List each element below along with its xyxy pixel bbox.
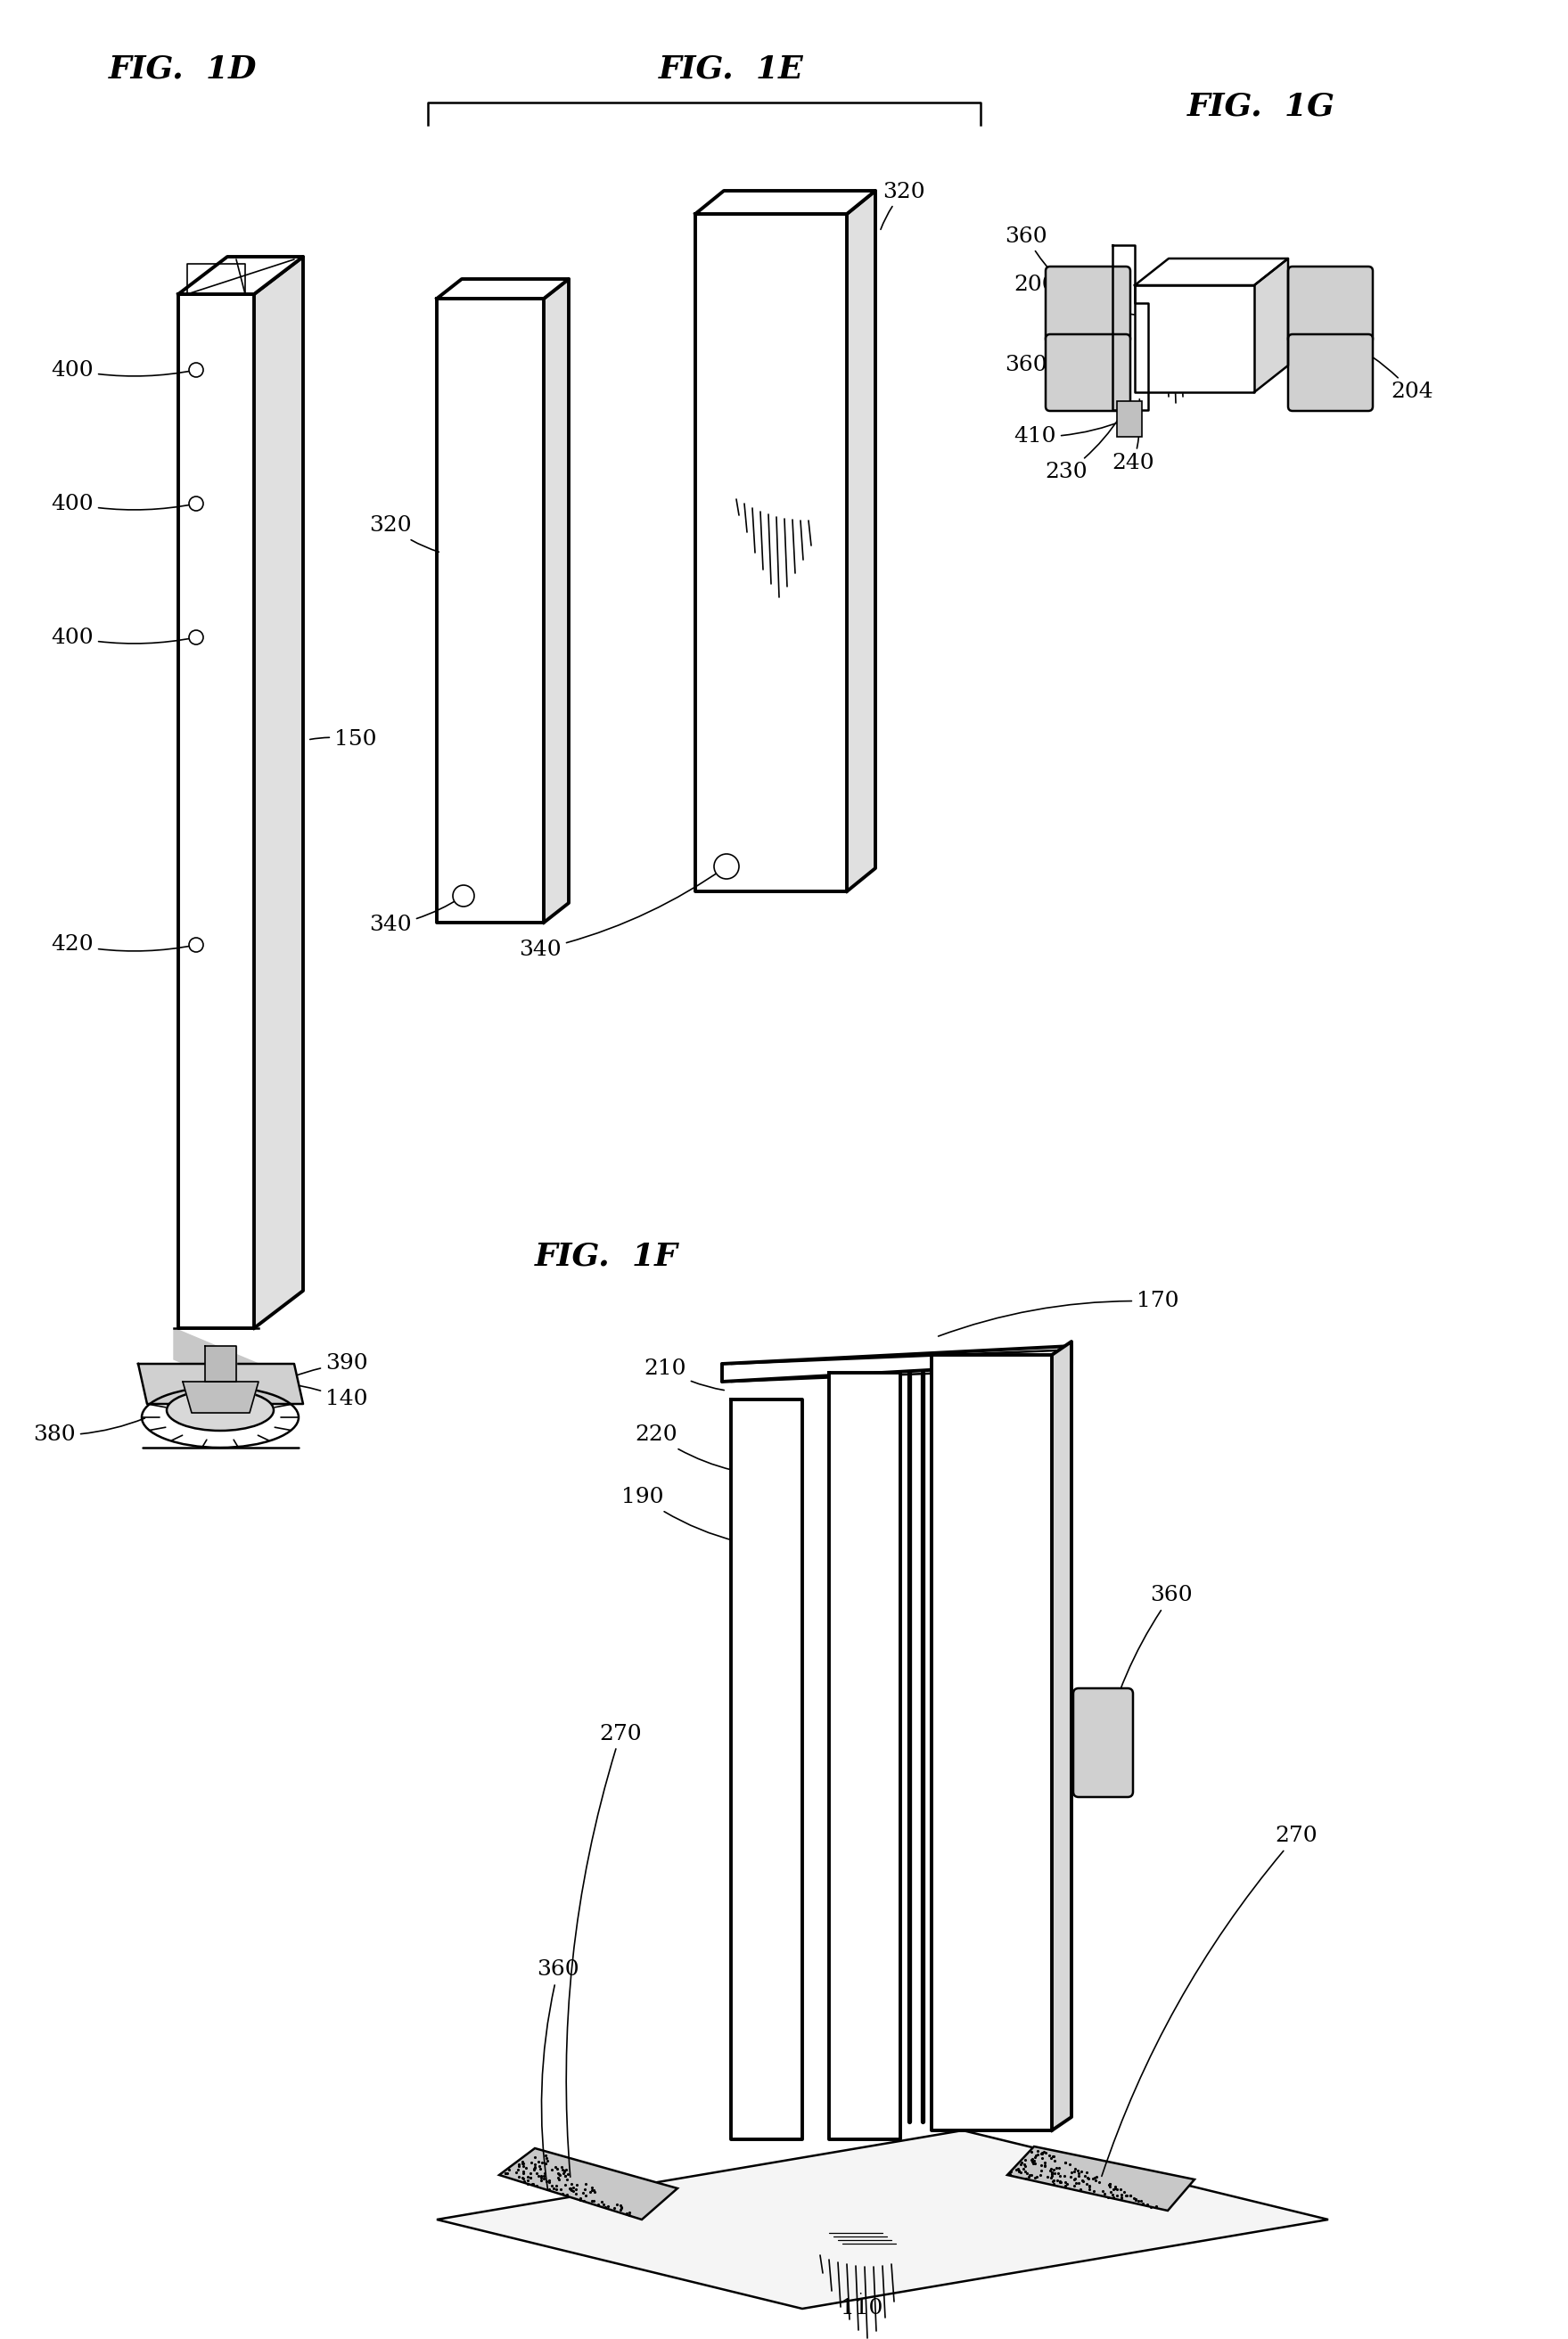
Text: FIG.  1F: FIG. 1F <box>535 1242 677 1272</box>
Text: 150: 150 <box>310 730 376 751</box>
Text: 400: 400 <box>52 494 194 515</box>
Text: 340: 340 <box>370 898 461 936</box>
Circle shape <box>190 629 204 646</box>
Text: FIG.  1E: FIG. 1E <box>659 54 803 84</box>
Polygon shape <box>731 1399 803 2140</box>
Text: 360: 360 <box>1104 1586 1192 1745</box>
Text: 400: 400 <box>52 627 194 648</box>
Polygon shape <box>1135 260 1287 285</box>
Circle shape <box>190 363 204 377</box>
Polygon shape <box>254 257 303 1329</box>
Polygon shape <box>1254 260 1287 393</box>
Text: 110: 110 <box>840 2292 883 2318</box>
Text: 410: 410 <box>1014 421 1126 447</box>
Text: 360: 360 <box>536 1960 580 2189</box>
FancyBboxPatch shape <box>1287 334 1372 412</box>
Text: 400: 400 <box>52 360 194 381</box>
Polygon shape <box>829 1373 900 2140</box>
Circle shape <box>190 938 204 952</box>
Text: 220: 220 <box>635 1424 732 1471</box>
Polygon shape <box>179 295 254 1329</box>
Polygon shape <box>174 1329 259 1394</box>
Bar <box>1116 400 1142 437</box>
Circle shape <box>190 496 204 510</box>
Text: 380: 380 <box>33 1417 144 1446</box>
Polygon shape <box>437 278 569 299</box>
Polygon shape <box>183 1382 259 1413</box>
Polygon shape <box>931 1354 1052 2131</box>
Polygon shape <box>1052 1343 1071 2131</box>
Text: 200: 200 <box>1014 276 1151 316</box>
Text: FIG.  1G: FIG. 1G <box>1187 91 1336 122</box>
FancyBboxPatch shape <box>1046 267 1131 344</box>
Polygon shape <box>695 192 875 213</box>
FancyBboxPatch shape <box>1046 334 1131 412</box>
Polygon shape <box>205 1345 237 1382</box>
Polygon shape <box>847 192 875 891</box>
FancyBboxPatch shape <box>1073 1689 1134 1796</box>
Text: 170: 170 <box>938 1291 1179 1336</box>
Polygon shape <box>544 278 569 922</box>
Text: 240: 240 <box>1112 400 1154 475</box>
Text: 360: 360 <box>1005 227 1083 304</box>
Ellipse shape <box>166 1389 274 1431</box>
Text: FIG.  1D: FIG. 1D <box>108 54 257 84</box>
Text: 390: 390 <box>265 1354 368 1389</box>
Polygon shape <box>499 2147 677 2220</box>
Text: 340: 340 <box>519 868 724 959</box>
Text: 140: 140 <box>238 1380 368 1410</box>
Circle shape <box>713 854 739 879</box>
Text: 360: 360 <box>1005 356 1083 377</box>
FancyBboxPatch shape <box>1287 267 1372 344</box>
Text: 420: 420 <box>52 936 194 954</box>
Text: 210: 210 <box>644 1359 724 1389</box>
Polygon shape <box>1007 2147 1195 2210</box>
Polygon shape <box>437 2131 1328 2309</box>
Polygon shape <box>1135 285 1254 393</box>
Text: 320: 320 <box>881 182 925 229</box>
Polygon shape <box>138 1364 303 1403</box>
Polygon shape <box>437 299 544 922</box>
Polygon shape <box>179 257 303 295</box>
Text: 270: 270 <box>1102 1827 1317 2175</box>
Text: 204: 204 <box>1344 339 1433 402</box>
Text: 320: 320 <box>370 515 439 552</box>
Circle shape <box>453 884 474 908</box>
Text: 230: 230 <box>1046 416 1120 482</box>
Text: 190: 190 <box>622 1488 737 1541</box>
Polygon shape <box>695 213 847 891</box>
Text: 270: 270 <box>566 1724 641 2178</box>
